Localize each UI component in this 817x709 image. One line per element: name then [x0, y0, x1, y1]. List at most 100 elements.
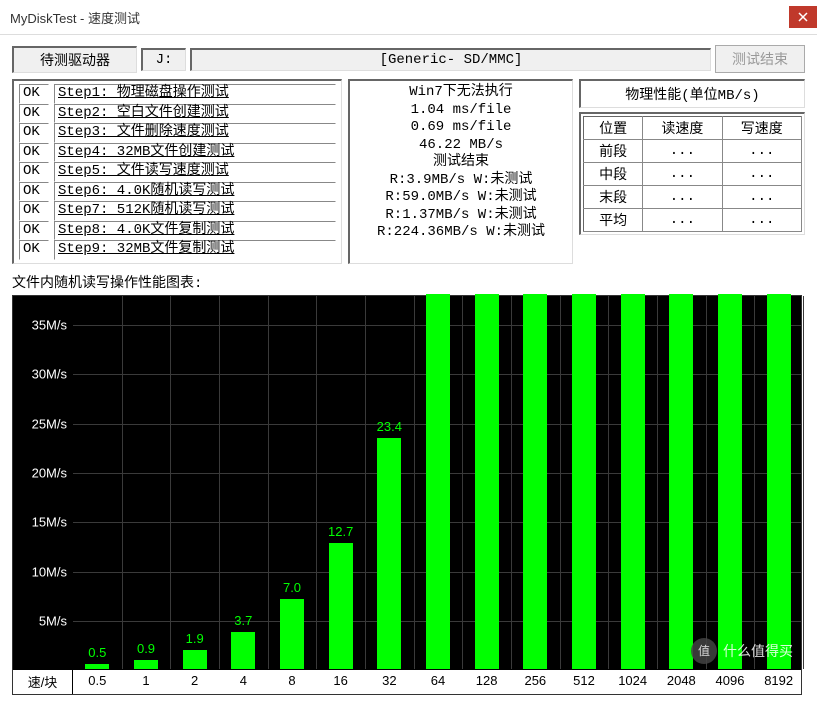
x-axis-label: 8192 — [764, 673, 793, 688]
y-axis-label: 30M/s — [32, 367, 67, 382]
perf-cell: ... — [722, 209, 801, 232]
perf-cell: 末段 — [584, 186, 643, 209]
results-panel: Win7下无法执行1.04 ms/file0.69 ms/file46.22 M… — [348, 79, 573, 264]
y-axis-label: 5M/s — [39, 614, 67, 629]
step-text: Step4: 32MB文件创建测试 — [54, 143, 336, 163]
window-title: MyDiskTest - 速度测试 — [10, 8, 140, 27]
result-line: 46.22 MB/s — [419, 137, 503, 155]
chart-y-axis: 35M/s 30M/s 25M/s 20M/s 15M/s 10M/s 5M/s — [13, 296, 73, 669]
y-axis-label: 20M/s — [32, 466, 67, 481]
result-line: R:3.9MB/s W:未测试 — [390, 172, 533, 190]
x-axis-corner: 速/块 — [13, 669, 73, 694]
chart-title: 文件内随机读写操作性能图表: — [12, 272, 805, 292]
chart-bar — [669, 294, 693, 669]
perf-cell: ... — [722, 186, 801, 209]
drive-label: 待测驱动器 — [12, 46, 137, 73]
x-axis-label: 16 — [333, 673, 347, 688]
y-axis-label: 10M/s — [32, 564, 67, 579]
step-text: Step7: 512K随机读写测试 — [54, 201, 336, 221]
x-axis-label: 2 — [191, 673, 198, 688]
result-line: 1.04 ms/file — [411, 102, 512, 120]
close-button[interactable] — [789, 6, 817, 28]
x-axis-label: 64 — [431, 673, 445, 688]
chart-x-axis: 速/块 0.5124816326412825651210242048409681… — [13, 669, 801, 694]
chart-plot: 0.50.91.93.77.012.723.4 — [73, 296, 801, 669]
perf-cell: ... — [643, 186, 722, 209]
step-ok: OK — [19, 123, 49, 143]
x-axis-label: 8 — [288, 673, 295, 688]
chart-bar — [426, 294, 450, 669]
step-row: OKStep9: 32MB文件复制测试 — [19, 240, 336, 260]
top-row: 待测驱动器 J: [Generic- SD/MMC] 测试结束 — [12, 45, 805, 73]
step-row: OKStep7: 512K随机读写测试 — [19, 201, 336, 221]
x-axis-label: 32 — [382, 673, 396, 688]
perf-cell: ... — [722, 140, 801, 163]
x-axis-label: 256 — [524, 673, 546, 688]
chart-bar — [718, 294, 742, 669]
step-ok: OK — [19, 162, 49, 182]
titlebar: MyDiskTest - 速度测试 — [0, 0, 817, 35]
step-ok: OK — [19, 104, 49, 124]
chart: 35M/s 30M/s 25M/s 20M/s 15M/s 10M/s 5M/s 0.5 0.… — [12, 295, 802, 695]
chart-bar — [572, 294, 596, 669]
step-text: Step2: 空白文件创建测试 — [54, 104, 336, 124]
step-ok: OK — [19, 201, 49, 221]
step-text: Step8: 4.0K文件复制测试 — [54, 221, 336, 241]
perf-cell: ... — [643, 140, 722, 163]
step-row: OKStep2: 空白文件创建测试 — [19, 104, 336, 124]
perf-cell: ... — [643, 163, 722, 186]
y-axis-label: 35M/s — [32, 318, 67, 333]
bar-value-label: 0.5 — [88, 645, 106, 660]
step-text: Step3: 文件删除速度测试 — [54, 123, 336, 143]
bar-value-label: 3.7 — [234, 613, 252, 628]
close-icon — [798, 12, 808, 22]
perf-cell: 中段 — [584, 163, 643, 186]
chart-bar — [377, 438, 401, 669]
perf-header-cell: 读速度 — [643, 117, 722, 140]
bar-value-label: 23.4 — [377, 419, 402, 434]
mid-panels: OKStep1: 物理磁盘操作测试OKStep2: 空白文件创建测试OKStep… — [12, 79, 805, 264]
device-name: [Generic- SD/MMC] — [190, 48, 711, 71]
perf-header-cell: 写速度 — [722, 117, 801, 140]
chart-bar — [523, 294, 547, 669]
step-row: OKStep4: 32MB文件创建测试 — [19, 143, 336, 163]
drive-letter: J: — [141, 48, 186, 71]
x-axis-label: 1024 — [618, 673, 647, 688]
step-row: OKStep6: 4.0K随机读写测试 — [19, 182, 336, 202]
y-axis-label: 15M/s — [32, 515, 67, 530]
chart-bar — [134, 660, 158, 669]
chart-bar — [329, 543, 353, 668]
perf-cell: ... — [643, 209, 722, 232]
perf-cell: 平均 — [584, 209, 643, 232]
step-text: Step5: 文件读写速度测试 — [54, 162, 336, 182]
step-ok: OK — [19, 84, 49, 104]
step-text: Step1: 物理磁盘操作测试 — [54, 84, 336, 104]
bar-value-label: 1.9 — [186, 631, 204, 646]
y-axis-label: 25M/s — [32, 416, 67, 431]
step-row: OKStep1: 物理磁盘操作测试 — [19, 84, 336, 104]
x-axis-labels: 0.512481632641282565121024204840968192 — [73, 669, 801, 694]
content: 待测驱动器 J: [Generic- SD/MMC] 测试结束 OKStep1:… — [0, 35, 817, 705]
bar-value-label: 0.9 — [137, 641, 155, 656]
step-ok: OK — [19, 182, 49, 202]
bar-value-label: 7.0 — [283, 580, 301, 595]
step-text: Step9: 32MB文件复制测试 — [54, 240, 336, 260]
step-text: Step6: 4.0K随机读写测试 — [54, 182, 336, 202]
end-test-button[interactable]: 测试结束 — [715, 45, 805, 73]
x-axis-label: 1 — [142, 673, 149, 688]
result-line: R:59.0MB/s W:未测试 — [385, 189, 536, 207]
x-axis-label: 4096 — [716, 673, 745, 688]
chart-bar — [280, 599, 304, 668]
perf-cell: 前段 — [584, 140, 643, 163]
x-axis-label: 4 — [240, 673, 247, 688]
perf-header-cell: 位置 — [584, 117, 643, 140]
result-line: 测试结束 — [433, 154, 489, 172]
x-axis-label: 0.5 — [88, 673, 106, 688]
chart-bar — [475, 294, 499, 669]
step-ok: OK — [19, 221, 49, 241]
chart-bar — [767, 294, 791, 669]
result-line: 0.69 ms/file — [411, 119, 512, 137]
watermark-text: 什么值得买 — [723, 641, 793, 661]
chart-bar — [231, 632, 255, 669]
step-row: OKStep8: 4.0K文件复制测试 — [19, 221, 336, 241]
